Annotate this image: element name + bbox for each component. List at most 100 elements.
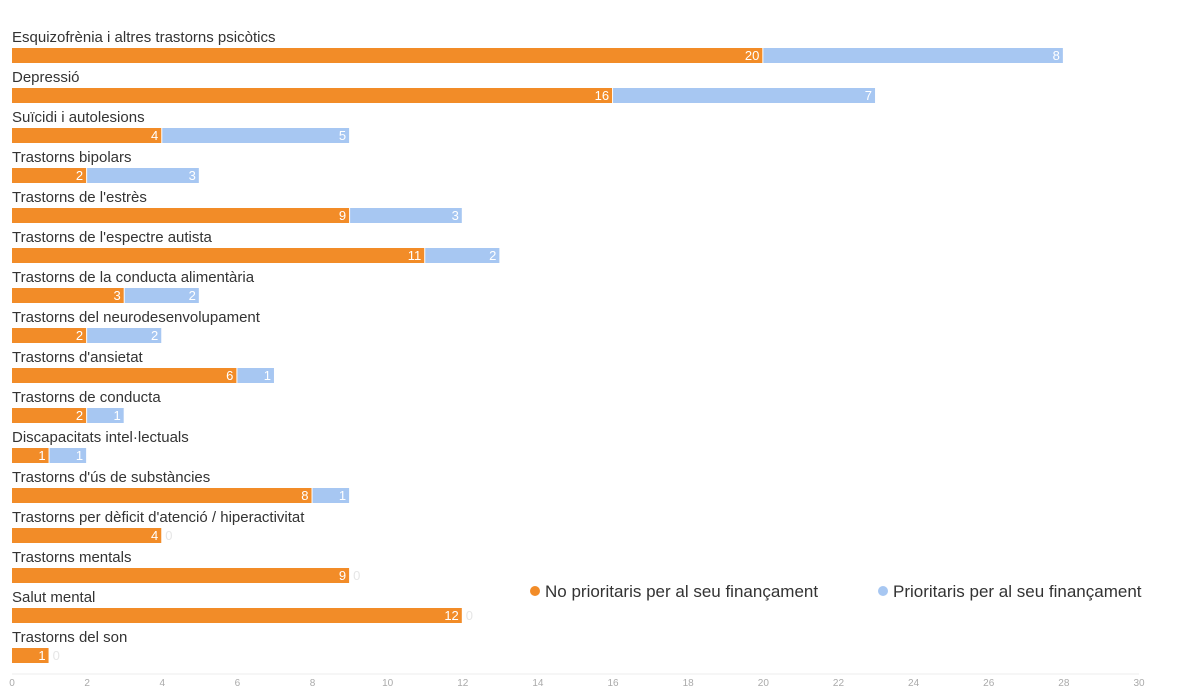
data-label: 0	[466, 608, 473, 623]
data-label: 0	[165, 528, 172, 543]
bar-segment	[12, 288, 124, 303]
category-label: Trastorns mentals	[12, 549, 131, 566]
data-label: 11	[408, 248, 422, 263]
bar-segment	[312, 488, 350, 503]
bar-segment	[237, 368, 274, 383]
bar-segment	[425, 248, 500, 263]
data-label: 4	[151, 128, 158, 143]
data-label: 2	[76, 408, 83, 423]
bar-segment	[124, 288, 199, 303]
bar-segment	[12, 248, 425, 263]
category-label: Salut mental	[12, 589, 95, 606]
x-tick-label: 6	[235, 678, 241, 689]
data-label: 2	[489, 248, 496, 263]
bar-segment	[87, 168, 199, 183]
category-label: Discapacitats intel·lectuals	[12, 429, 189, 446]
x-tick-label: 30	[1133, 678, 1145, 689]
bar-segment	[49, 448, 87, 463]
category-label: Depressió	[12, 69, 80, 86]
bar-segment	[613, 88, 876, 103]
data-label: 6	[226, 368, 233, 383]
legend-swatch-no-prioritaris	[530, 586, 540, 596]
bar-segment	[162, 128, 350, 143]
category-label: Trastorns del neurodesenvolupament	[12, 309, 261, 326]
bar-segment	[12, 88, 613, 103]
data-label: 2	[76, 328, 83, 343]
data-label: 3	[452, 208, 459, 223]
data-label: 8	[301, 488, 308, 503]
data-label: 1	[113, 408, 120, 423]
bar-segment	[12, 528, 162, 543]
category-label: Trastorns d'ús de substàncies	[12, 469, 210, 486]
data-label: 2	[151, 328, 158, 343]
legend: No prioritaris per al seu finançament Pr…	[530, 582, 1142, 601]
bar-segment	[12, 128, 162, 143]
x-tick-label: 8	[310, 678, 316, 689]
bar-segment	[12, 408, 87, 423]
x-tick-label: 24	[908, 678, 920, 689]
category-label: Trastorns per dèficit d'atenció / hipera…	[12, 509, 305, 526]
data-label: 16	[595, 88, 609, 103]
data-label: 1	[264, 368, 271, 383]
data-label: 1	[38, 448, 45, 463]
data-label: 8	[1053, 48, 1060, 63]
legend-swatch-prioritaris	[878, 586, 888, 596]
category-label: Trastorns de la conducta alimentària	[12, 269, 255, 286]
category-label: Trastorns del son	[12, 629, 127, 646]
bar-segment	[12, 608, 462, 623]
legend-label-no-prioritaris: No prioritaris per al seu finançament	[545, 582, 818, 601]
data-label: 0	[53, 648, 60, 663]
x-tick-label: 16	[608, 678, 620, 689]
bar-segment	[12, 48, 763, 63]
x-tick-label: 4	[159, 678, 165, 689]
data-label: 4	[151, 528, 158, 543]
bar-segment	[12, 648, 49, 663]
data-label: 1	[339, 488, 346, 503]
data-label: 9	[339, 208, 346, 223]
bar-segment	[12, 568, 350, 583]
category-label: Suïcidi i autolesions	[12, 109, 145, 126]
category-label: Esquizofrènia i altres trastorns psicòti…	[12, 29, 275, 46]
bars-group: Esquizofrènia i altres trastorns psicòti…	[12, 29, 1063, 663]
x-tick-label: 0	[9, 678, 15, 689]
category-label: Trastorns de conducta	[12, 389, 161, 406]
category-label: Trastorns d'ansietat	[12, 349, 144, 366]
bar-segment	[87, 408, 124, 423]
bar-segment	[763, 48, 1063, 63]
category-label: Trastorns de l'espectre autista	[12, 229, 213, 246]
data-label: 3	[113, 288, 120, 303]
x-tick-label: 2	[84, 678, 90, 689]
x-tick-label: 26	[983, 678, 995, 689]
data-label: 3	[189, 168, 196, 183]
x-tick-label: 18	[683, 678, 695, 689]
legend-label-prioritaris: Prioritaris per al seu finançament	[893, 582, 1142, 601]
bar-segment	[12, 368, 237, 383]
data-label: 0	[353, 568, 360, 583]
bar-segment	[350, 208, 462, 223]
data-label: 1	[76, 448, 83, 463]
data-label: 2	[76, 168, 83, 183]
data-label: 7	[865, 88, 872, 103]
data-label: 20	[745, 48, 759, 63]
category-label: Trastorns bipolars	[12, 149, 132, 166]
data-label: 12	[444, 608, 458, 623]
x-tick-label: 10	[382, 678, 394, 689]
bar-segment	[12, 448, 49, 463]
x-tick-label: 28	[1058, 678, 1070, 689]
x-tick-label: 14	[532, 678, 544, 689]
bar-segment	[87, 328, 162, 343]
x-tick-label: 20	[758, 678, 770, 689]
x-tick-label: 12	[457, 678, 469, 689]
data-label: 2	[189, 288, 196, 303]
bar-segment	[12, 488, 312, 503]
bar-segment	[12, 168, 87, 183]
category-label: Trastorns de l'estrès	[12, 189, 147, 206]
x-axis: 0 2 4 6 8 10 12 14 16 18 20 22 24 26 28 30	[9, 673, 1145, 689]
bar-segment	[12, 328, 87, 343]
data-label: 5	[339, 128, 346, 143]
data-label: 9	[339, 568, 346, 583]
x-tick-label: 22	[833, 678, 845, 689]
bar-segment	[12, 208, 350, 223]
data-label: 1	[38, 648, 45, 663]
